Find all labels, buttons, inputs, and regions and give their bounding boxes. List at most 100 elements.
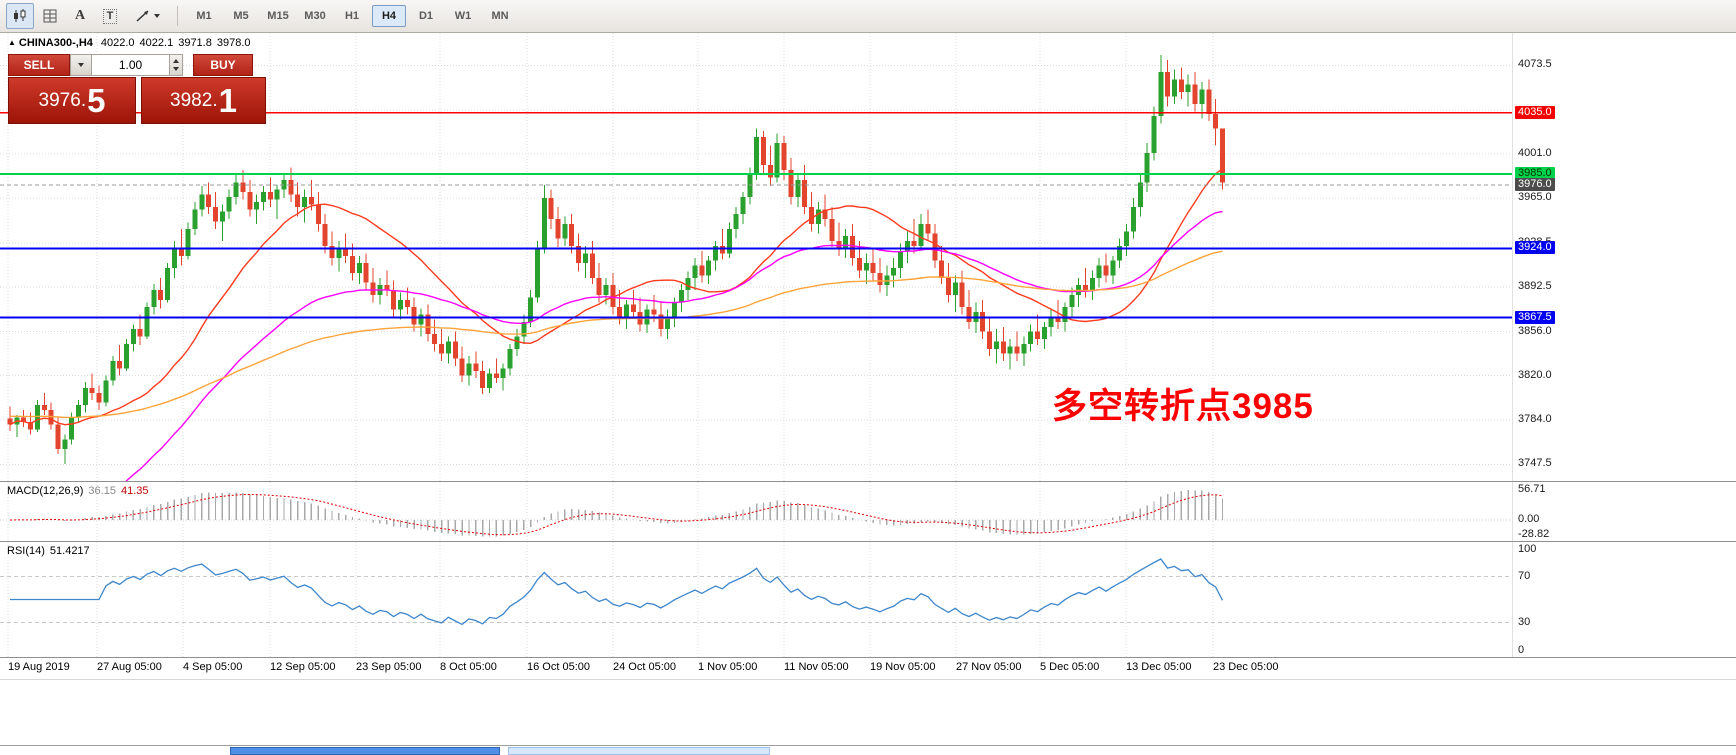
time-axis-label: 4 Sep 05:00: [183, 661, 243, 673]
price-tag: 3985.0: [1515, 166, 1555, 180]
volume-dropdown-button[interactable]: [70, 54, 92, 76]
price-axis-label: 3856.0: [1518, 324, 1552, 337]
indicator-grid-icon[interactable]: [36, 3, 64, 29]
candlestick-glyph: [14, 9, 26, 22]
sell-button[interactable]: SELL: [8, 54, 70, 76]
time-axis-label: 27 Aug 05:00: [97, 661, 162, 673]
chart-annotation-text: 多空转折点3985: [1052, 387, 1314, 426]
timeframe-button-h1[interactable]: H1: [344, 10, 360, 22]
time-axis-label: 11 Nov 05:00: [784, 661, 849, 673]
volume-stepper[interactable]: [170, 54, 183, 76]
rsi-axis: 100 70 30 0: [1512, 542, 1736, 657]
time-axis-label: 16 Oct 05:00: [527, 661, 590, 673]
price-axis-label: 3747.5: [1518, 457, 1552, 470]
timeframe-button-w1[interactable]: W1: [454, 10, 472, 22]
toolbar: A T M1 M5 M15 M30 H1 H4 D1 W1 MN: [0, 0, 1736, 33]
price-chart-canvas[interactable]: [0, 33, 1512, 481]
price-tag: 3976.0: [1515, 177, 1555, 191]
time-axis-label: 23 Dec 05:00: [1213, 661, 1279, 673]
price-axis-label: 3892.5: [1518, 279, 1552, 292]
price-axis: 4073.54001.03965.03928.53892.53856.03820…: [1512, 33, 1736, 481]
sell-price-main: 3976.: [38, 89, 87, 111]
timeframe-button-m30[interactable]: M30: [304, 10, 326, 22]
timeframe-button-mn[interactable]: MN: [491, 10, 509, 22]
timeframe-button-group: M1 M5 M15 M30 H1 H4 D1 W1 MN: [187, 5, 517, 27]
trendline-glyph: [135, 10, 149, 22]
ohlc-open: 4022.0: [100, 37, 135, 49]
buy-price-main: 3982.: [170, 89, 218, 111]
toolbar-separator: [177, 6, 178, 26]
rsi-axis-label: 0: [1518, 644, 1525, 656]
step-up-icon[interactable]: [173, 59, 179, 63]
macd-axis-label: 0.00: [1518, 513, 1540, 525]
timeframe-button-m1[interactable]: M1: [196, 10, 212, 22]
step-down-icon[interactable]: [173, 67, 179, 71]
time-axis-label: 19 Aug 2019: [8, 661, 70, 673]
ohlc-high: 4022.1: [139, 37, 174, 49]
macd-canvas[interactable]: [0, 482, 1512, 541]
macd-label: MACD(12,26,9) 36.15 41.35: [7, 485, 153, 497]
time-axis-label: 27 Nov 05:00: [956, 661, 1022, 673]
time-axis-divider: [0, 679, 1736, 680]
one-click-trade-panel: SELL 1.00 BUY 3976. 5 3982. 1: [8, 54, 266, 124]
rsi-value: 51.4217: [49, 545, 90, 557]
sell-price-big-digit: 5: [87, 82, 106, 119]
price-tag: 4035.0: [1515, 105, 1555, 119]
time-axis: 19 Aug 2019 27 Aug 05:00 4 Sep 05:00 12 Sep…: [0, 658, 1736, 678]
text-box-icon[interactable]: T: [96, 3, 124, 29]
macd-main-value: 36.15: [88, 485, 116, 497]
rsi-pane: RSI(14) 51.4217: [0, 542, 1512, 657]
timeframe-button-m5[interactable]: M5: [233, 10, 249, 22]
grid-glyph: [43, 9, 57, 23]
price-axis-label: 3784.0: [1518, 412, 1552, 425]
timeframe-button-d1[interactable]: D1: [418, 10, 434, 22]
buy-price-display[interactable]: 3982. 1: [141, 77, 266, 124]
volume-input[interactable]: 1.00: [92, 54, 170, 76]
text-annotation-icon[interactable]: A: [66, 3, 94, 29]
time-axis-label: 24 Oct 05:00: [613, 661, 676, 673]
dropdown-arrow-icon: [78, 63, 84, 67]
price-axis-label: 3965.0: [1518, 191, 1552, 204]
rsi-label: RSI(14) 51.4217: [7, 545, 95, 557]
ohlc-readout: 4022.0 4022.1 3971.8 3978.0: [101, 37, 256, 49]
partial-bottom-button[interactable]: [230, 747, 500, 755]
rsi-axis-label: 100: [1518, 543, 1537, 555]
price-axis-label: 4001.0: [1518, 147, 1552, 160]
pane-divider[interactable]: [0, 657, 1736, 658]
candlestick-chart-icon[interactable]: [6, 3, 34, 29]
pane-divider[interactable]: [0, 541, 1736, 542]
price-axis-label: 3820.0: [1518, 368, 1552, 381]
price-axis-label: 4073.5: [1518, 58, 1552, 71]
ohlc-close: 3978.0: [216, 37, 251, 49]
time-axis-label: 8 Oct 05:00: [440, 661, 497, 673]
sell-price-display[interactable]: 3976. 5: [8, 77, 136, 124]
timeframe-button-h4[interactable]: H4: [372, 5, 406, 27]
time-axis-label: 5 Dec 05:00: [1040, 661, 1100, 673]
window-bottom-edge: [0, 745, 1736, 746]
buy-price-big-digit: 1: [218, 82, 237, 119]
pane-divider[interactable]: [0, 481, 1736, 482]
macd-axis-label: -28.82: [1518, 528, 1550, 540]
rsi-canvas[interactable]: [0, 542, 1512, 657]
time-axis-label: 19 Nov 05:00: [870, 661, 936, 673]
macd-title: MACD(12,26,9): [7, 485, 84, 497]
dropdown-arrow-icon: [153, 14, 160, 18]
letter-a-glyph: A: [74, 8, 86, 23]
symbol-marker-icon: ▲: [8, 38, 16, 47]
price-tag: 3867.5: [1515, 310, 1555, 324]
partial-bottom-button[interactable]: [508, 747, 770, 755]
time-axis-label: 1 Nov 05:00: [698, 661, 758, 673]
drawing-tools-icon[interactable]: [126, 3, 168, 29]
buy-button[interactable]: BUY: [193, 54, 253, 76]
macd-pane: MACD(12,26,9) 36.15 41.35: [0, 482, 1512, 541]
macd-axis-label: 56.71: [1518, 483, 1546, 495]
price-tag: 3924.0: [1515, 241, 1555, 255]
ohlc-low: 3971.8: [178, 37, 212, 49]
macd-signal-value: 41.35: [120, 485, 149, 497]
timeframe-button-m15[interactable]: M15: [267, 10, 289, 22]
time-axis-label: 12 Sep 05:00: [270, 661, 336, 673]
chart-header: ▲ CHINA300-,H4 4022.0 4022.1 3971.8 3978.0: [8, 37, 256, 49]
price-chart-pane: ▲ CHINA300-,H4 4022.0 4022.1 3971.8 3978.0 SE…: [0, 33, 1512, 481]
time-axis-label: 13 Dec 05:00: [1126, 661, 1192, 673]
